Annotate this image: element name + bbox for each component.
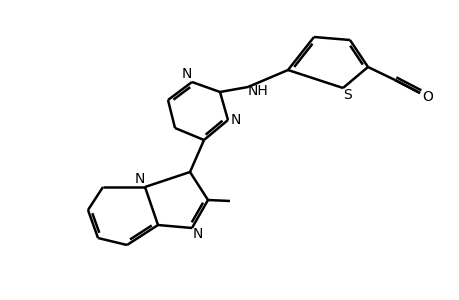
Text: N: N <box>230 113 241 127</box>
Text: O: O <box>422 90 432 104</box>
Text: N: N <box>192 227 203 241</box>
Text: NH: NH <box>247 84 268 98</box>
Text: N: N <box>181 67 192 81</box>
Text: S: S <box>343 88 352 102</box>
Text: N: N <box>134 172 145 186</box>
